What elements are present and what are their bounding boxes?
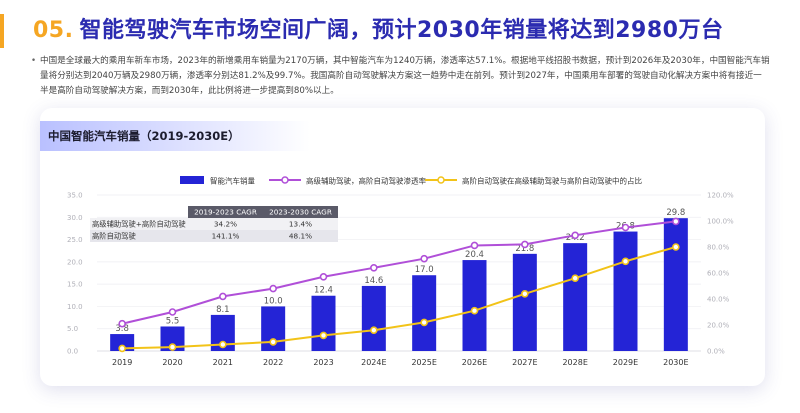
cagr-table-cell: 48.1% xyxy=(289,232,312,241)
x-tick-label: 2027E xyxy=(512,358,537,367)
legend-bar-label: 智能汽车销量 xyxy=(210,176,255,186)
x-tick-label: 2026E xyxy=(462,358,487,367)
bar xyxy=(311,295,336,351)
high-level-share-point xyxy=(219,340,227,349)
cagr-table-cell: 高级辅助驾驶+高阶自动驾驶 xyxy=(92,220,186,229)
y-right-tick-label: 40.0% xyxy=(707,296,730,304)
high-level-share-point xyxy=(118,344,126,353)
x-tick-label: 2020 xyxy=(162,358,182,367)
penetration-point xyxy=(621,223,630,232)
page-title: 05. 智能驾驶汽车市场空间广阔，预计2030年销量将达到2980万台 xyxy=(33,12,723,44)
y-right-tick-label: 20.0% xyxy=(707,322,730,330)
legend-yellow-marker xyxy=(437,176,445,184)
penetration-point xyxy=(118,319,126,328)
x-tick-label: 2025E xyxy=(411,358,436,367)
cagr-table-cell: 高阶自动驾驶 xyxy=(92,232,136,241)
high-level-share-point xyxy=(319,331,328,340)
high-level-share-point xyxy=(168,343,177,351)
cagr-table-header: 2019-2023 CAGR xyxy=(194,208,257,217)
bar xyxy=(663,218,688,351)
y-left-tick-label: 25.0 xyxy=(67,236,83,244)
y-right-tick-label: 80.0% xyxy=(707,244,730,252)
high-level-share-point xyxy=(621,257,630,266)
penetration-point xyxy=(521,240,529,249)
penetration-point xyxy=(672,217,680,226)
x-tick-label: 2029E xyxy=(613,358,638,367)
bar xyxy=(563,243,588,351)
high-level-share-line xyxy=(122,246,677,350)
x-tick-label: 2024E xyxy=(361,358,386,367)
page-title-text: 智能驾驶汽车市场空间广阔，预计2030年销量将达到2980万台 xyxy=(79,18,724,43)
high-level-share-point xyxy=(470,306,479,315)
penetration-point xyxy=(219,292,227,301)
penetration-point xyxy=(370,264,378,272)
high-level-share-point xyxy=(521,290,529,298)
penetration-point xyxy=(571,231,579,240)
y-right-tick-label: 60.0% xyxy=(707,270,730,278)
cagr-table-cell: 34.2% xyxy=(214,220,237,229)
legend-yellow-label: 高阶自动驾驶在高级辅助驾驶与高阶自动驾驶中的占比 xyxy=(462,176,642,186)
x-tick-label: 2023 xyxy=(313,358,333,367)
cagr-table-cell: 13.4% xyxy=(289,220,312,229)
legend-bar-swatch xyxy=(180,176,204,184)
bar xyxy=(613,231,638,351)
y-left-tick-label: 10.0 xyxy=(67,303,83,311)
high-level-share-point xyxy=(269,338,277,346)
cagr-table-header: 2023-2030 CAGR xyxy=(269,208,332,217)
chart-card: 中国智能汽车销量（2019-2030E） 0.0 5.0 10.0 15.0 20.0 2… xyxy=(40,108,765,386)
x-tick-label: 2019 xyxy=(112,358,132,367)
high-level-share-point xyxy=(672,243,680,251)
cagr-table-header-bg xyxy=(188,206,338,218)
bar xyxy=(110,334,135,351)
y-right-tick-label: 0.0% xyxy=(707,348,725,356)
high-level-share-point xyxy=(420,318,428,327)
penetration-line xyxy=(121,220,676,325)
y-left-tick-label: 35.0 xyxy=(67,192,83,200)
y-left-tick-label: 15.0 xyxy=(67,281,83,289)
bar xyxy=(512,253,537,351)
bar-value-label: 8.1 xyxy=(216,305,230,315)
x-tick-label: 2028E xyxy=(562,358,587,367)
sales-chart: 0.0 5.0 10.0 15.0 20.0 25.0 30.0 35.0 0.0% 20.0% 4… xyxy=(67,176,734,368)
title-accent-bar xyxy=(0,14,4,48)
bar xyxy=(462,260,487,351)
bar-value-label: 21.8 xyxy=(515,244,534,254)
bar-value-label: 14.6 xyxy=(364,276,383,286)
bar-value-label: 20.4 xyxy=(465,250,484,260)
penetration-point xyxy=(269,284,277,293)
x-tick-label: 2022 xyxy=(263,358,283,367)
high-level-share-point xyxy=(571,274,579,282)
summary-paragraph: 中国是全球最大的乘用车新车市场，2023年的新增乘用车销量为2170万辆，其中智… xyxy=(31,54,770,99)
penetration-point xyxy=(420,254,428,263)
card-title: 中国智能汽车销量（2019-2030E） xyxy=(48,129,240,143)
y-left-tick-label: 20.0 xyxy=(67,258,83,266)
y-right-tick-label: 100.0% xyxy=(707,218,734,226)
bar-value-label: 12.4 xyxy=(314,286,333,296)
cagr-table-cell: 141.1% xyxy=(212,232,240,241)
y-left-tick-label: 30.0 xyxy=(67,214,83,222)
cagr-table-row-bg xyxy=(90,218,338,230)
bar-value-label: 10.0 xyxy=(264,296,283,306)
bar-value-label: 29.8 xyxy=(666,208,685,218)
bar-value-label: 17.0 xyxy=(415,265,434,275)
high-level-share-point xyxy=(370,326,378,334)
y-left-tick-label: 5.0 xyxy=(67,325,78,333)
penetration-point xyxy=(168,308,177,316)
bar-value-label: 5.5 xyxy=(166,316,180,326)
section-number: 05. xyxy=(33,18,74,43)
x-tick-label: 2021 xyxy=(213,358,233,367)
x-tick-label: 2030E xyxy=(663,358,688,367)
card-header-band xyxy=(40,121,310,151)
penetration-point xyxy=(470,241,479,250)
cagr-table-row-bg xyxy=(90,230,338,242)
bar xyxy=(412,275,437,351)
legend-purple-label: 高级辅助驾驶，高阶自动驾驶渗透率 xyxy=(306,176,426,186)
penetration-point xyxy=(319,272,328,281)
bar-value-label: 3.8 xyxy=(115,324,129,334)
bar xyxy=(361,285,386,351)
y-left-tick-label: 0.0 xyxy=(67,348,78,356)
y-right-tick-label: 120.0% xyxy=(707,192,734,200)
legend-purple-marker xyxy=(281,176,289,184)
